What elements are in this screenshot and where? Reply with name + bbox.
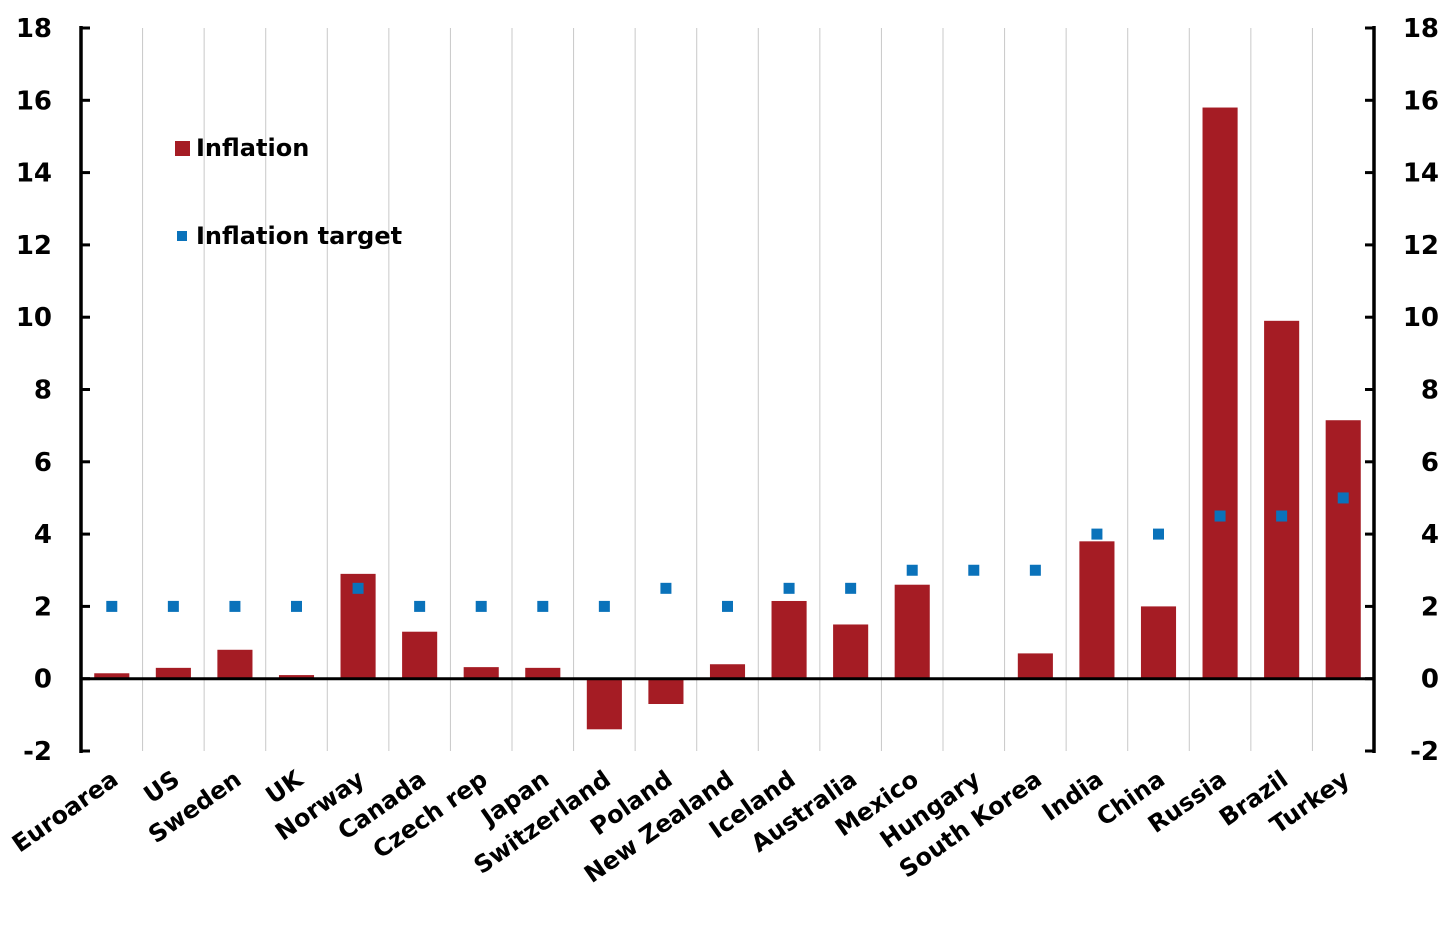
target-marker-russia (1214, 510, 1226, 522)
target-marker-south-korea (1029, 564, 1041, 576)
inflation-bar-switzerland (586, 678, 622, 730)
target-marker-brazil (1276, 510, 1288, 522)
target-marker-norway (352, 582, 364, 594)
y-tick-label-right: 4 (1421, 520, 1439, 550)
y-tick-label-left: -2 (23, 737, 52, 767)
target-marker-india (1091, 528, 1103, 540)
y-tick-label-right: 6 (1421, 448, 1439, 478)
grid-lines (142, 28, 1313, 751)
target-marker-japan (537, 600, 549, 612)
y-tick-label-right: 8 (1421, 376, 1439, 406)
target-marker-new-zealand (722, 600, 733, 612)
y-tick-label-right: 2 (1421, 592, 1439, 622)
axis-tick-labels: -2 -2 0 0 2 2 4 4 6 6 8 8 10 10 12 12 14 14 16 16 18 18 (16, 14, 1439, 767)
inflation-bar-sweden (217, 649, 253, 679)
target-marker-hungary (968, 564, 980, 576)
target-marker-us (167, 600, 179, 612)
target-marker-sweden (229, 600, 241, 612)
y-tick-label-right: 18 (1403, 14, 1439, 44)
target-marker-mexico (906, 564, 918, 576)
legend-target-label: Inflation target (196, 222, 402, 250)
target-marker-iceland (783, 582, 795, 594)
y-tick-label-left: 8 (34, 376, 52, 406)
legend-inflation-label: Inflation (196, 134, 309, 162)
inflation-bar-canada (402, 631, 438, 679)
y-tick-label-left: 14 (16, 159, 52, 189)
legend-target-swatch (177, 231, 187, 241)
inflation-bar-india (1079, 541, 1115, 679)
inflation-bar-turkey (1325, 420, 1361, 679)
y-tick-label-right: 14 (1403, 159, 1439, 189)
inflation-bar-iceland (771, 600, 807, 679)
target-marker-canada (414, 600, 426, 612)
legend-inflation-swatch (175, 141, 190, 156)
target-marker-china (1153, 528, 1164, 540)
y-tick-label-left: 18 (16, 14, 52, 44)
target-marker-poland (660, 582, 672, 594)
inflation-bar-uk (278, 675, 315, 679)
category-label: Euroarea (7, 765, 123, 858)
target-marker-euroarea (106, 600, 118, 612)
y-tick-label-right: -2 (1410, 737, 1439, 767)
inflation-bar-mexico (894, 584, 930, 679)
inflation-bar-new-zealand (709, 664, 746, 679)
y-tick-label-left: 6 (34, 448, 52, 478)
target-marker-switzerland (598, 600, 610, 612)
inflation-bar-brazil (1264, 320, 1300, 679)
y-tick-label-right: 0 (1421, 665, 1439, 695)
y-tick-label-left: 16 (16, 86, 52, 116)
inflation-bar-china (1140, 606, 1177, 679)
y-tick-label-left: 10 (16, 303, 52, 333)
inflation-bars (94, 107, 1361, 730)
target-marker-australia (845, 582, 857, 594)
inflation-bar-russia (1202, 107, 1238, 679)
axes (79, 26, 1376, 753)
inflation-bar-australia (833, 624, 869, 679)
y-tick-label-right: 12 (1403, 231, 1439, 261)
inflation-bar-czech-rep (463, 667, 499, 679)
y-tick-label-right: 16 (1403, 86, 1439, 116)
y-tick-label-left: 2 (34, 592, 52, 622)
target-marker-uk (291, 600, 302, 612)
legend: Inflation Inflation target (175, 134, 402, 250)
y-tick-label-right: 10 (1403, 303, 1439, 333)
inflation-bar-euroarea (94, 673, 130, 679)
y-tick-label-left: 0 (34, 665, 52, 695)
target-marker-czech-rep (475, 600, 487, 612)
inflation-bar-poland (648, 678, 684, 705)
inflation-bar-south-korea (1017, 653, 1053, 679)
target-markers (106, 492, 1349, 612)
inflation-bar-us (155, 667, 191, 679)
target-marker-turkey (1337, 492, 1349, 504)
y-tick-label-left: 4 (34, 520, 52, 550)
inflation-bar-japan (525, 667, 561, 679)
y-tick-label-left: 12 (16, 231, 52, 261)
